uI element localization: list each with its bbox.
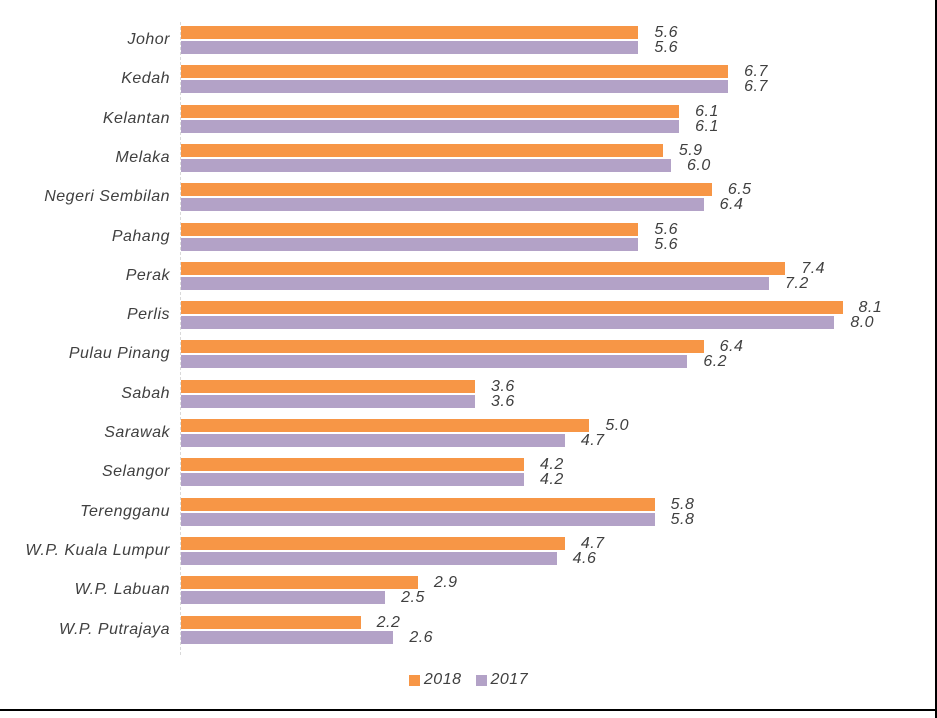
value-label: 5.8 (670, 495, 695, 513)
bar-2018-perlis (181, 301, 843, 315)
category-label: Kedah (121, 70, 170, 88)
value-label: 4.7 (580, 534, 605, 552)
value-label: 6.0 (687, 156, 711, 174)
value-label: 8.1 (858, 299, 883, 317)
value-label: 5.6 (654, 24, 679, 41)
value-label: 6.5 (727, 181, 752, 199)
legend-swatch-icon (475, 674, 487, 686)
bar-2017-kelantan (181, 119, 680, 133)
value-label: 6.1 (695, 102, 719, 120)
value-label: 4.2 (540, 456, 564, 474)
bar-2017-sabah (181, 394, 475, 408)
value-label: 8.0 (850, 314, 875, 332)
value-label: 2.2 (376, 613, 401, 631)
page-border-right (935, 0, 937, 718)
legend-item-2018: 2018 (408, 671, 462, 689)
legend-swatch-icon (408, 674, 420, 686)
category-label: W.P. Putrajaya (58, 620, 170, 638)
bar-2017-kedah (181, 80, 729, 94)
category-label: Melaka (115, 148, 170, 166)
value-label: 5.6 (654, 220, 679, 238)
value-label: 6.7 (744, 78, 768, 96)
value-label: 4.6 (572, 549, 597, 567)
bar-2018-perak (181, 261, 786, 275)
value-label: 4.7 (580, 432, 605, 449)
bar-2017-pulau-pinang (181, 355, 688, 369)
bar-2018-negeri-sembilan (181, 183, 712, 197)
value-label: 4.2 (540, 471, 564, 489)
value-label: 3.6 (491, 392, 515, 410)
category-label: W.P. Labuan (74, 581, 170, 599)
bar-2018-kelantan (181, 104, 680, 118)
value-label: 2.6 (409, 628, 434, 646)
value-label: 6.4 (719, 196, 744, 214)
legend: 2018 2017 (0, 671, 937, 689)
category-label: W.P. Kuala Lumpur (25, 541, 170, 559)
bar-2018-kedah (181, 65, 729, 79)
value-label: 7.2 (785, 274, 809, 292)
value-label: 6.4 (719, 338, 744, 356)
category-label: Sabah (121, 384, 170, 402)
value-label: 5.0 (605, 417, 630, 434)
category-axis-labels: Johor Kedah Kelantan Melaka Negeri Sembilan P… (0, 22, 170, 655)
category-label: Sarawak (104, 424, 170, 441)
value-label: 6.7 (744, 63, 768, 81)
category-label: Pulau Pinang (68, 345, 170, 363)
value-label: 3.6 (491, 377, 515, 395)
plot-area: 5.6 5.6 6.7 6.7 6.1 6.1 5.9 6.0 6.5 6.4 5.6 5.6 7.4 7… (180, 22, 915, 655)
category-label: Selangor (101, 463, 170, 481)
bar-2018-sabah (181, 379, 475, 393)
bar-2017-johor (181, 41, 639, 54)
category-label: Perak (125, 266, 170, 284)
value-label: 5.6 (654, 235, 679, 253)
value-label: 5.9 (678, 141, 703, 159)
category-label: Terengganu (80, 502, 170, 520)
bar-2017-terengganu (181, 512, 655, 526)
category-label: Negeri Sembilan (44, 188, 170, 206)
bar-2017-negeri-sembilan (181, 198, 704, 212)
bar-2018-pulau-pinang (181, 340, 704, 354)
bar-2018-sarawak (181, 419, 590, 432)
bar-2018-w-p-putrajaya (181, 615, 361, 629)
bar-2017-perlis (181, 316, 835, 330)
value-label: 7.4 (801, 259, 826, 277)
category-label: Johor (127, 31, 170, 48)
legend-label: 2018 (423, 671, 462, 688)
bar-2018-w-p-labuan (181, 576, 418, 590)
bar-2017-w-p-kuala-lumpur (181, 551, 557, 565)
bar-2018-selangor (181, 458, 524, 472)
bar-2017-perak (181, 276, 769, 290)
bar-2018-w-p-kuala-lumpur (181, 536, 565, 550)
bar-2017-w-p-putrajaya (181, 630, 394, 644)
bar-2017-pahang (181, 237, 639, 251)
category-label: Pahang (111, 227, 170, 245)
value-label: 6.1 (695, 117, 719, 135)
value-label: 6.2 (703, 353, 728, 371)
value-label: 2.5 (401, 589, 425, 607)
category-label: Kelantan (102, 109, 170, 127)
bar-2017-selangor (181, 473, 524, 487)
bar-2017-sarawak (181, 434, 565, 447)
bar-2018-pahang (181, 222, 639, 236)
value-label: 5.8 (670, 510, 695, 528)
legend-item-2017: 2017 (475, 671, 529, 689)
value-label: 5.6 (654, 39, 679, 56)
page-border-bottom (0, 709, 937, 711)
bar-2017-w-p-labuan (181, 591, 386, 605)
bar-2018-melaka (181, 143, 663, 157)
legend-label: 2017 (490, 671, 529, 688)
bar-2018-terengganu (181, 497, 655, 511)
category-label: Perlis (126, 306, 170, 324)
bar-2018-johor (181, 26, 639, 39)
bar-2017-melaka (181, 158, 671, 172)
value-label: 2.9 (433, 574, 458, 592)
